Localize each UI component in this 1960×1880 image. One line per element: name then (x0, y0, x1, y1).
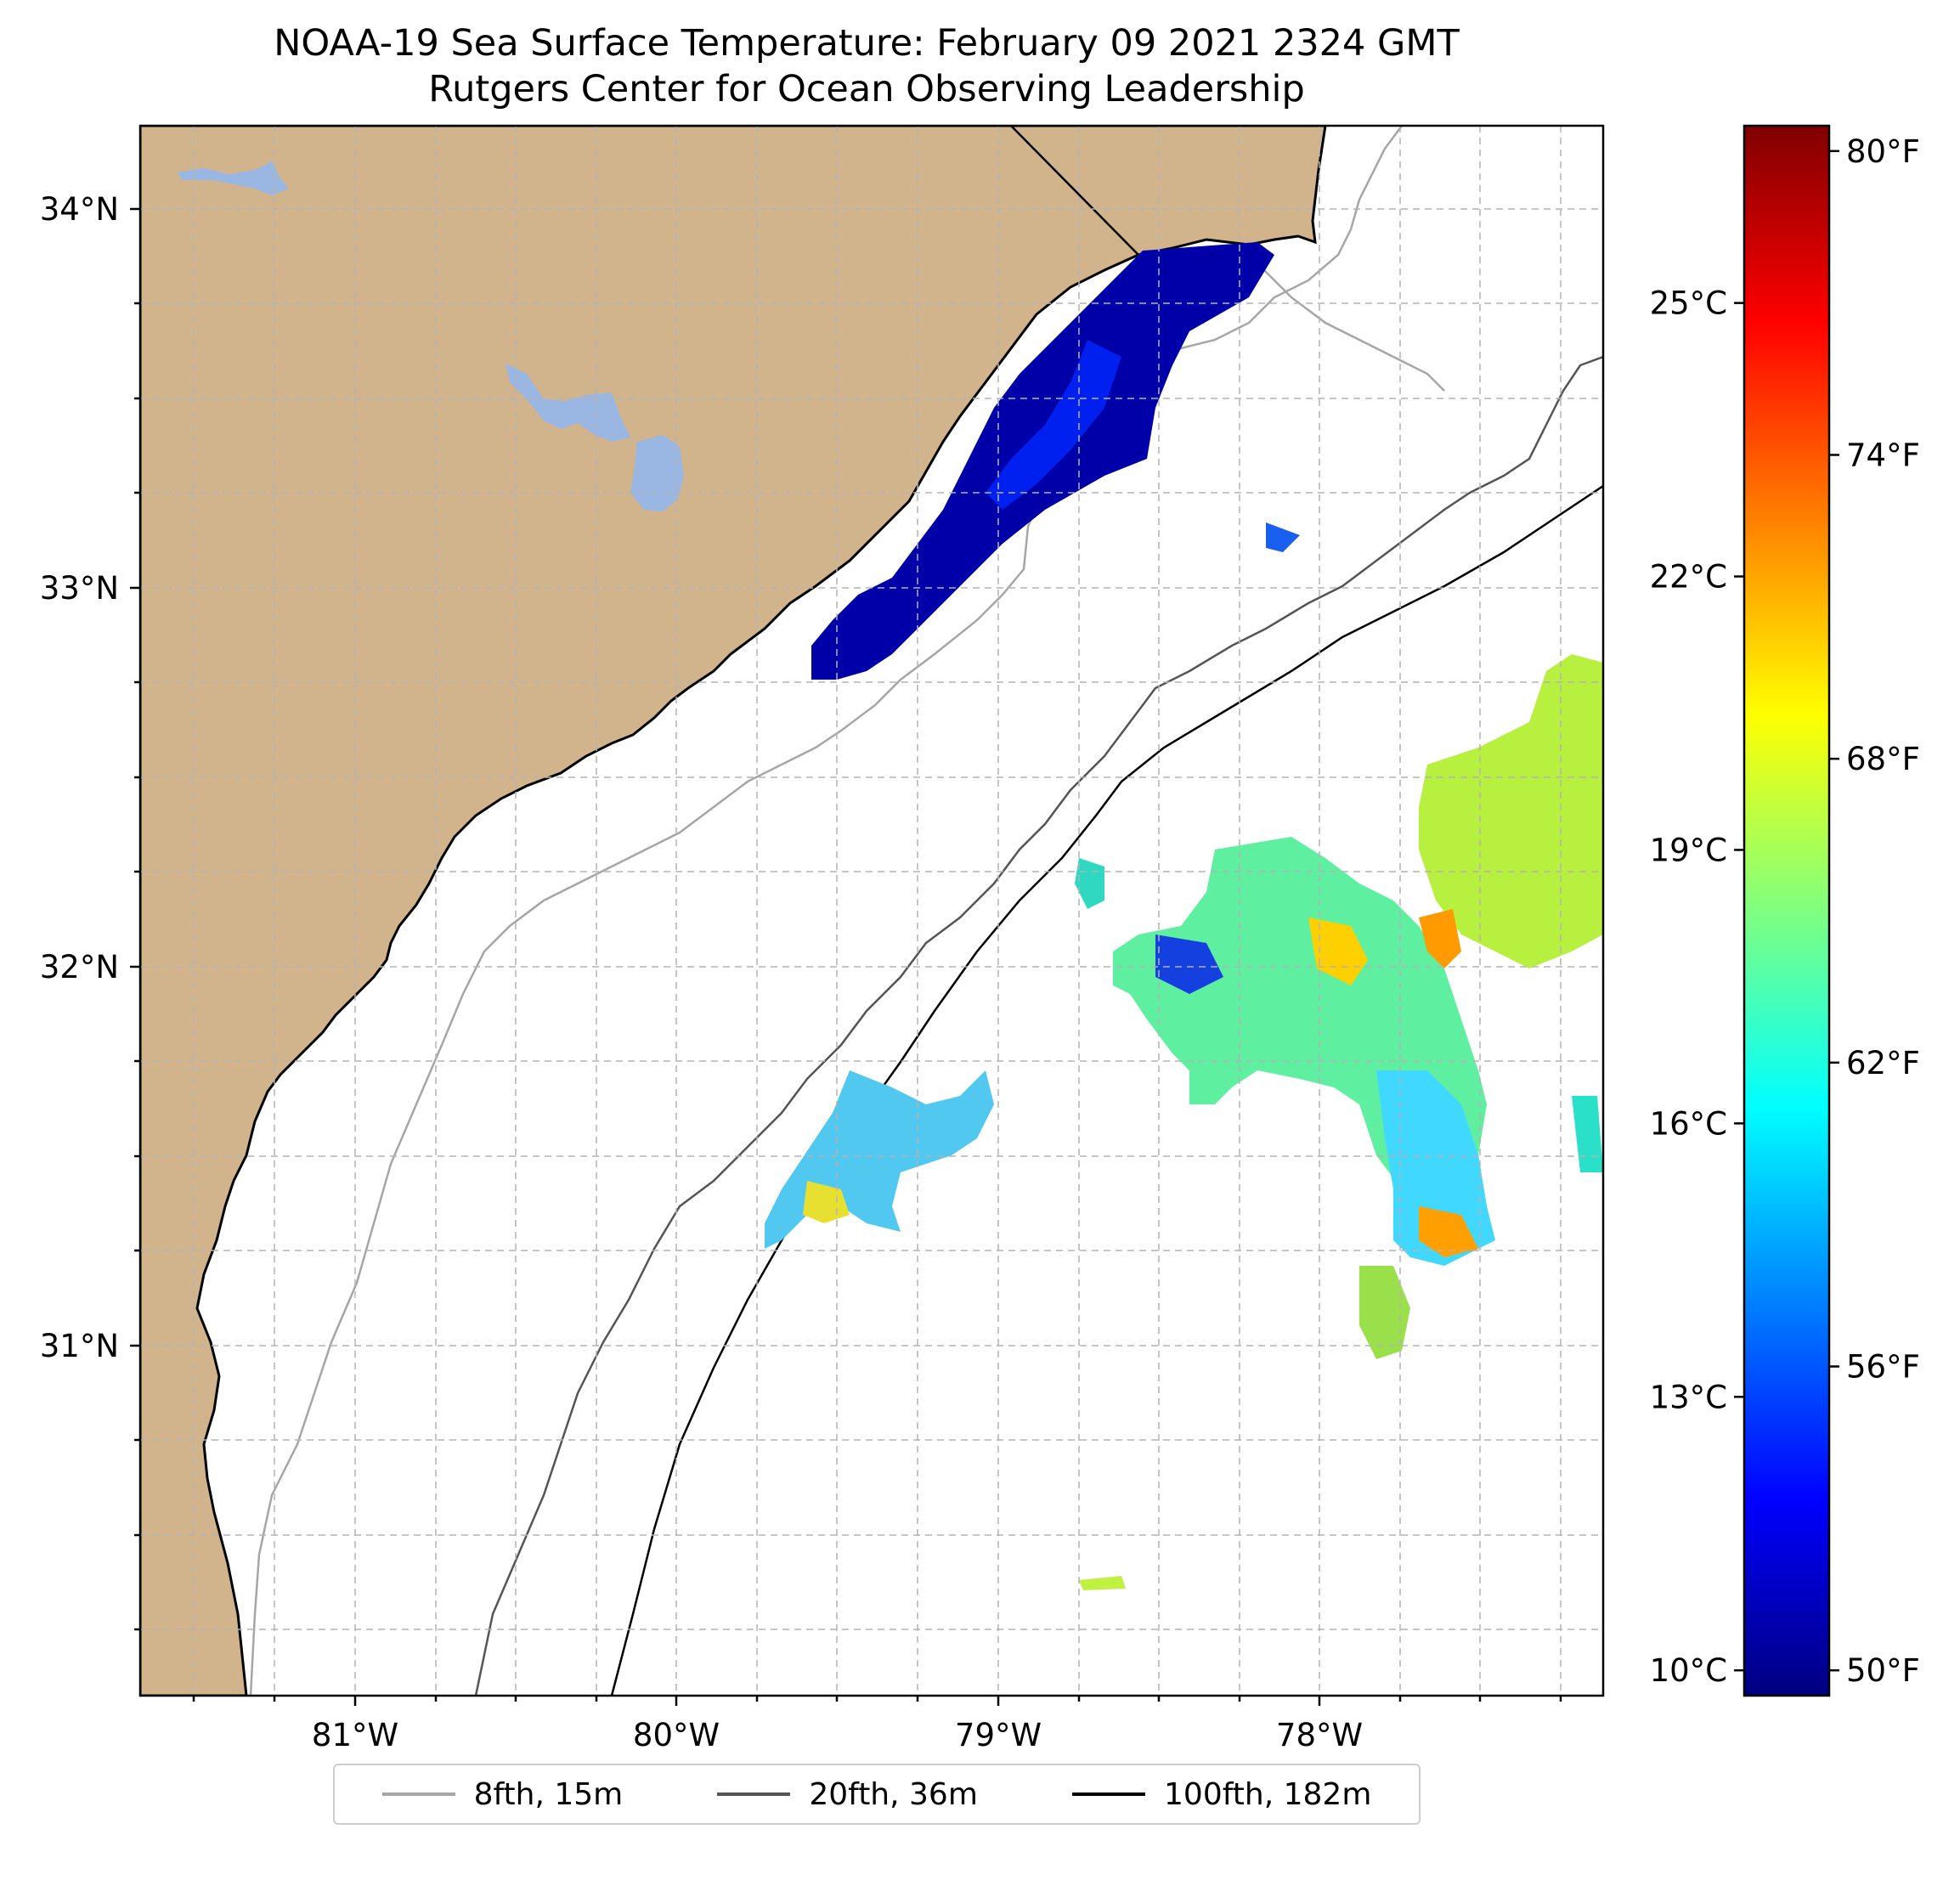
legend-line-100fth (1072, 1792, 1146, 1796)
sst-patch-far-east (1419, 654, 1603, 968)
gridlines (140, 126, 1603, 1696)
colorbar-label: 25°C (1650, 285, 1727, 322)
sst-patch-east-cold (1155, 934, 1223, 994)
colorbar-ticks: 80°F 74°F 68°F 62°F 56°F 50°F 25°C 22°C 19°C 16°C… (1650, 133, 1920, 1689)
colorbar-label: 10°C (1650, 1652, 1727, 1689)
sst-patch-east-warm (1308, 917, 1368, 985)
lon-label: 79°W (955, 1717, 1042, 1753)
legend-line-20fth (717, 1792, 791, 1796)
colorbar-label: 50°F (1846, 1652, 1920, 1689)
lat-label: 32°N (40, 949, 119, 985)
sst-patch-mid (1075, 858, 1104, 909)
lake-marion (506, 364, 630, 442)
legend-label: 20fth, 36m (809, 1776, 978, 1812)
lon-label: 78°W (1276, 1717, 1363, 1753)
lat-label: 31°N (40, 1328, 119, 1364)
sst-patch-south-warm (1419, 1206, 1478, 1257)
legend-label: 8fth, 15m (473, 1776, 624, 1812)
lon-label: 80°W (633, 1717, 720, 1753)
colorbar-label: 68°F (1846, 741, 1920, 777)
contour-legend: 8fth, 15m 20fth, 36m 100fth, 182m (333, 1764, 1421, 1825)
colorbar-label: 56°F (1846, 1349, 1920, 1386)
contour-8fth-inner (1257, 263, 1445, 392)
sst-patch-southwest-warm (803, 1181, 850, 1223)
colorbar-label: 22°C (1650, 559, 1727, 596)
sst-patch-far-east-edge (1572, 1096, 1603, 1172)
legend-line-8fth (381, 1792, 455, 1796)
contour-8fth (249, 126, 1404, 1696)
legend-item-100fth: 100fth, 182m (1072, 1777, 1371, 1812)
map-frame (138, 124, 1605, 1697)
sst-patch-tail (1359, 1266, 1410, 1359)
colorbar (1743, 124, 1831, 1697)
sst-patch-offshore-blue (1266, 522, 1300, 552)
lake-north (177, 161, 289, 195)
lat-label: 33°N (40, 570, 119, 607)
legend-item-8fth: 8fth, 15m (381, 1776, 624, 1812)
colorbar-label: 16°C (1650, 1105, 1727, 1142)
contour-20fth (474, 355, 1603, 1696)
lat-label: 34°N (40, 191, 119, 228)
sst-patch-small (1079, 1576, 1126, 1590)
map-subtitle: Rutgers Center for Ocean Observing Leade… (428, 68, 1305, 110)
legend-label: 100fth, 182m (1164, 1776, 1372, 1812)
sst-patch-south (1376, 1070, 1495, 1266)
state-border (1010, 126, 1139, 256)
legend-item-20fth: 20fth, 36m (717, 1777, 978, 1812)
map-title: NOAA-19 Sea Surface Temperature: Februar… (274, 22, 1460, 65)
colorbar-label: 74°F (1846, 437, 1920, 473)
sst-nearshore-blue (986, 340, 1121, 510)
lon-label: 81°W (312, 1717, 398, 1753)
colorbar-label: 13°C (1650, 1379, 1727, 1415)
axis-ticks (130, 207, 1562, 1706)
colorbar-label: 62°F (1846, 1045, 1920, 1081)
colorbar-label: 19°C (1650, 832, 1727, 868)
contour-100fth (610, 484, 1603, 1696)
colorbar-label: 80°F (1846, 133, 1920, 170)
sst-patch-far-east-warm (1419, 909, 1461, 968)
